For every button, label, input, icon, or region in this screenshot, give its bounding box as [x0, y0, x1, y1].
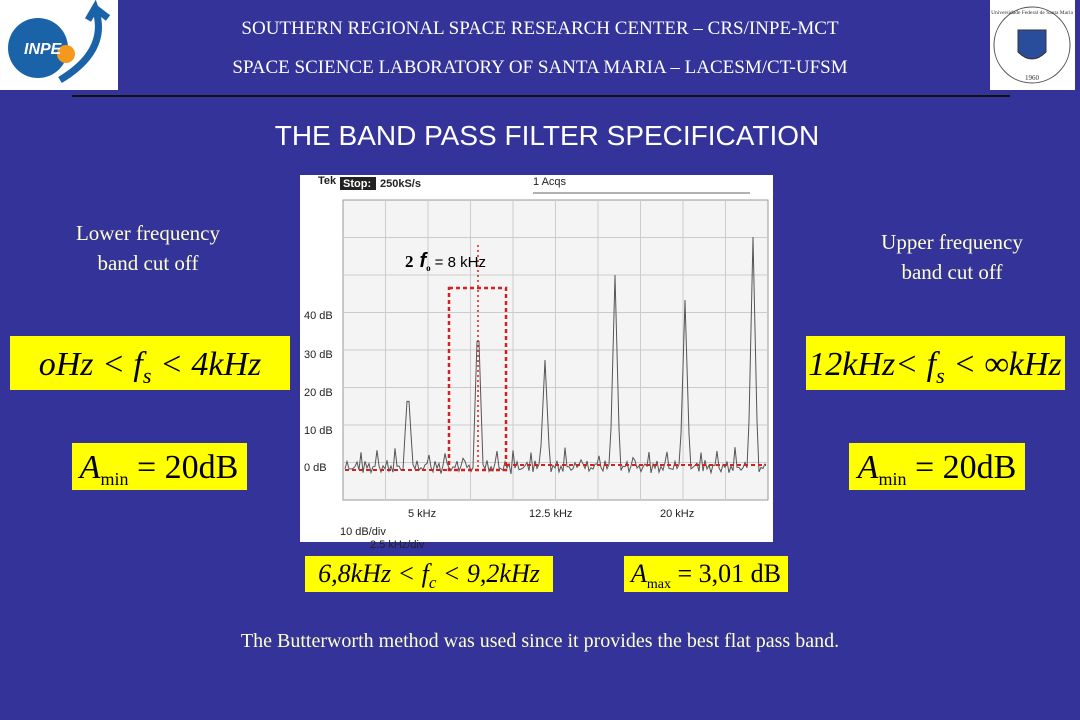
formula-part: 6,8kHz < f — [318, 559, 432, 588]
annotation-part: o — [426, 263, 431, 273]
scope-annotation: 2 fo = 8 kHz — [405, 250, 486, 273]
formula-part: = 3,01 dB — [671, 559, 781, 588]
formula-sub: min — [878, 469, 906, 489]
formula: Amin = 20dB — [78, 449, 239, 489]
side-label: Lower frequency — [76, 221, 221, 245]
org-line: SPACE SCIENCE LABORATORY OF SANTA MARIA … — [232, 57, 847, 78]
footer-note: The Butterworth method was used since it… — [241, 630, 839, 652]
side-label: band cut off — [97, 251, 198, 275]
scope-y-label: 0 dB — [304, 462, 327, 474]
scope-y-label: 20 dB — [304, 387, 333, 399]
formula-part: A — [629, 559, 647, 588]
scope-image: Tek Stop: 250kS/s 1 Acqs 2 fo = 8 kHz 40 d… — [300, 175, 773, 551]
logo-right-text: Universidade Federal de Santa Maria — [991, 10, 1073, 16]
formula-box — [72, 443, 247, 490]
formula-part: 12kHz< f — [808, 346, 940, 383]
formula-part: A — [78, 449, 101, 486]
logo-right-year: 1960 — [1025, 74, 1040, 82]
formula-box — [10, 336, 290, 390]
formula: oHz < fs < 4kHz — [39, 346, 262, 388]
scope-stop-bg — [340, 177, 376, 190]
scope-y-label: 10 dB — [304, 425, 333, 437]
scope-x-label: 12.5 kHz — [529, 508, 572, 520]
formula-part: A — [856, 449, 879, 486]
formula: 12kHz< fs < ∞kHz — [808, 346, 1061, 388]
formula-part: = 20dB — [906, 449, 1016, 486]
scope-scale: 2.5 kHz/div — [370, 539, 425, 551]
scope-scale: 10 dB/div — [340, 526, 386, 538]
formula-sub: s — [936, 363, 945, 388]
formula-part: < 9,2kHz — [436, 559, 539, 588]
scope-x-label: 5 kHz — [408, 508, 436, 520]
logo-ring — [993, 6, 1071, 84]
passband-box — [447, 286, 508, 472]
formula-part: < ∞kHz — [945, 346, 1062, 383]
logo-arrow — [58, 0, 111, 84]
scope-x-label: 20 kHz — [660, 508, 694, 520]
formula-part: = 20dB — [128, 449, 238, 486]
formula: Amin = 20dB — [856, 449, 1017, 489]
formula: Amax = 3,01 dB — [629, 559, 781, 592]
annotation-part: f — [420, 250, 429, 272]
formula: 6,8kHz < fc < 9,2kHz — [318, 559, 540, 592]
logo-dot — [57, 45, 75, 63]
formula-part: oHz < f — [39, 346, 148, 383]
scope-status: 1 Acqs — [533, 176, 567, 188]
formula-part: < 4kHz — [151, 346, 261, 383]
formula-box — [305, 556, 553, 592]
formula-box — [849, 443, 1025, 490]
side-label: band cut off — [901, 260, 1002, 284]
scope-status: 250kS/s — [380, 178, 421, 190]
formula-box — [624, 556, 788, 592]
formula-sub: s — [143, 363, 152, 388]
side-label: Upper frequency — [881, 230, 1023, 254]
logo-left-text: INPE — [24, 41, 63, 58]
org-line: SOUTHERN REGIONAL SPACE RESEARCH CENTER … — [241, 18, 839, 39]
scope-y-label: 30 dB — [304, 349, 333, 361]
formula-sub: max — [647, 577, 671, 592]
logo-globe — [8, 18, 68, 78]
formula-sub: min — [100, 469, 128, 489]
annotation-part: 2 — [405, 252, 414, 271]
annotation-part: = 8 kHz — [435, 254, 486, 271]
scope-status: Stop: — [343, 178, 371, 190]
scope-y-label: 40 dB — [304, 310, 333, 322]
logo-shield — [1017, 29, 1047, 60]
formula-sub: c — [429, 573, 437, 592]
formula-box — [806, 336, 1065, 390]
slide-title: THE BAND PASS FILTER SPECIFICATION — [275, 120, 820, 151]
scope-status: Tek — [318, 175, 337, 187]
